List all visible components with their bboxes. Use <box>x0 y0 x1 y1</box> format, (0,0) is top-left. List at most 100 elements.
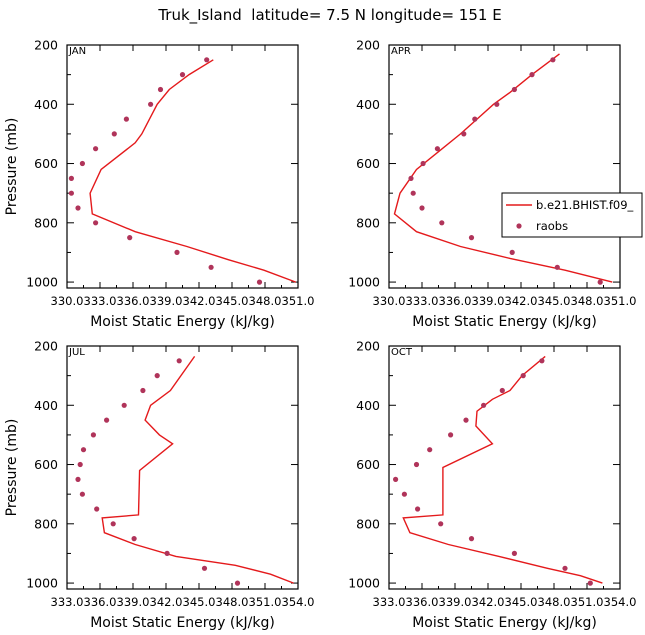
raobs-point <box>176 358 182 364</box>
raobs-point <box>511 550 517 557</box>
x-tick-label: 339.0 <box>117 595 150 609</box>
y-tick-label: 600 <box>356 156 380 171</box>
raobs-point <box>68 175 74 181</box>
x-tick-label: 348.0 <box>249 294 282 308</box>
raobs-point <box>562 565 568 571</box>
x-tick-label: 339.0 <box>472 294 505 308</box>
plot-frame <box>66 44 299 289</box>
raobs-point <box>413 461 420 468</box>
x-tick-label: 354.0 <box>604 595 637 609</box>
raobs-point <box>554 264 560 270</box>
raobs-point <box>75 205 81 211</box>
raobs-point <box>256 279 263 285</box>
y-tick-label: 1000 <box>26 275 58 290</box>
x-tick-label: 345.0 <box>216 294 249 308</box>
y-tick-label: 1000 <box>348 576 380 591</box>
raobs-point <box>179 72 186 78</box>
raobs-point <box>93 220 99 226</box>
x-tick-label: 345.0 <box>538 294 571 308</box>
x-tick-label: 339.0 <box>150 294 183 308</box>
x-tick-label: 336.0 <box>406 595 439 609</box>
raobs-point <box>208 264 214 270</box>
raobs-point <box>75 476 81 482</box>
raobs-point <box>393 476 399 482</box>
x-tick-label: 330.0 <box>51 294 84 308</box>
raobs-point <box>448 432 454 438</box>
raobs-point <box>529 72 535 78</box>
x-tick-label: 351.0 <box>249 595 282 609</box>
x-tick-label: 348.0 <box>538 595 571 609</box>
x-axis-label: Moist Static Energy (kJ/kg) <box>90 314 275 330</box>
y-tick-label: 200 <box>356 339 380 354</box>
model-profile-line <box>101 355 294 584</box>
panel-oct: OCT 333.0 336.0 339.0 342.0 345.0 348.0 351.0 35… <box>348 339 636 632</box>
raobs-point <box>539 358 545 364</box>
x-tick-label: 330.0 <box>373 294 406 308</box>
raobs-point <box>509 249 515 255</box>
legend-box <box>501 192 643 238</box>
y-tick-label: 1000 <box>348 275 380 290</box>
raobs-point <box>472 116 478 122</box>
y-tick-label: 200 <box>34 339 58 354</box>
raobs-point <box>468 536 475 542</box>
raobs-point <box>127 235 133 241</box>
y-tick-label: 600 <box>356 457 380 472</box>
raobs-point <box>463 417 469 423</box>
x-tick-label: 339.0 <box>439 595 472 609</box>
model-profile-line <box>89 59 297 283</box>
y-tick-label: 200 <box>34 38 58 53</box>
raobs-point <box>494 101 500 107</box>
x-tick-label: 345.0 <box>505 595 538 609</box>
raobs-point <box>420 160 426 167</box>
x-tick-label: 336.0 <box>439 294 472 308</box>
x-tick-label: 354.0 <box>282 595 315 609</box>
raobs-point <box>597 279 603 285</box>
raobs-point <box>415 506 421 512</box>
raobs-point <box>148 101 154 107</box>
raobs-point <box>174 249 180 255</box>
panel-label: JUL <box>68 347 85 358</box>
raobs-point <box>94 506 100 512</box>
plot-area <box>393 355 603 586</box>
panel-jan: JAN 330.0 333.0 336.0 339.0 342.0 345.0 348.0 35… <box>4 38 314 331</box>
x-axis-label: Moist Static Energy (kJ/kg) <box>90 615 275 631</box>
y-tick-label: 800 <box>34 516 58 531</box>
raobs-point <box>201 565 208 571</box>
y-tick-label: 600 <box>34 457 58 472</box>
raobs-point <box>93 146 99 152</box>
x-tick-label: 333.0 <box>51 595 84 609</box>
raobs-point <box>123 116 129 122</box>
y-tick-label: 800 <box>356 215 380 230</box>
raobs-point <box>131 536 137 542</box>
x-tick-label: 333.0 <box>373 595 406 609</box>
x-tick-label: 333.0 <box>84 294 117 308</box>
raobs-point <box>110 521 116 527</box>
panel-jul: JUL 333.0 336.0 339.0 342.0 345.0 348.0 351.0 35… <box>4 339 314 632</box>
raobs-point <box>204 57 210 63</box>
raobs-point <box>587 580 593 586</box>
raobs-point <box>419 205 425 211</box>
raobs-point <box>121 402 127 408</box>
y-tick-label: 800 <box>356 516 380 531</box>
x-tick-label: 333.0 <box>406 294 439 308</box>
raobs-point <box>157 86 164 93</box>
x-tick-label: 336.0 <box>84 595 117 609</box>
raobs-point <box>111 131 117 137</box>
y-axis-label: Pressure (mb) <box>4 118 20 216</box>
raobs-point <box>234 580 241 586</box>
y-tick-label: 400 <box>34 398 58 413</box>
raobs-point <box>439 220 445 226</box>
raobs-point <box>401 491 407 497</box>
panel-label: OCT <box>391 347 413 358</box>
raobs-point <box>79 491 85 497</box>
y-tick-label: 200 <box>356 38 380 53</box>
y-tick-label: 600 <box>34 156 58 171</box>
raobs-point <box>427 447 433 453</box>
model-profile-line <box>402 355 603 584</box>
plot-frame <box>66 345 299 590</box>
raobs-point <box>104 417 110 423</box>
raobs-point <box>481 402 487 408</box>
legend-dot-swatch <box>516 223 522 229</box>
